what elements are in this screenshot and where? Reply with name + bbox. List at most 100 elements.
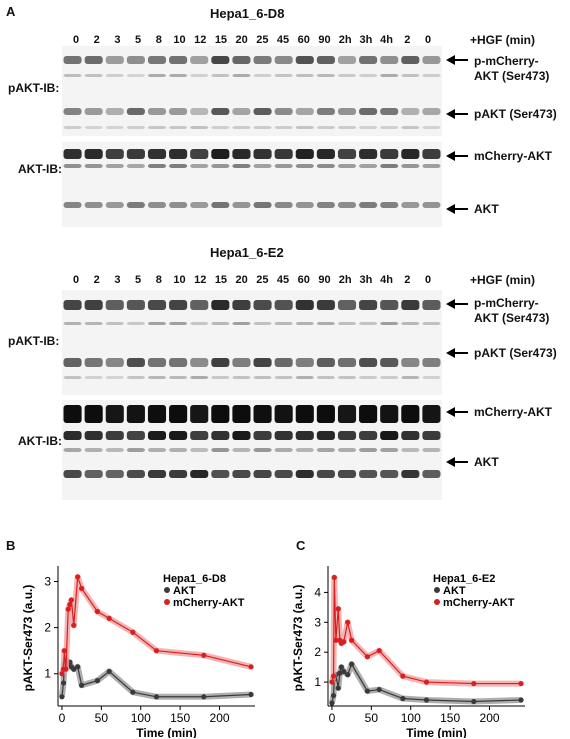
blot-band xyxy=(84,108,103,115)
blot-band xyxy=(422,322,441,325)
blot-band xyxy=(422,470,441,478)
blot-band xyxy=(147,448,167,452)
band-label-akt-d8: AKT xyxy=(474,202,499,216)
data-point-AKT xyxy=(94,678,100,684)
blot-band xyxy=(232,405,251,423)
data-point-mCherry-AKT xyxy=(364,654,370,660)
blot-band xyxy=(359,376,378,379)
data-point-mCherry-AKT xyxy=(518,680,524,687)
blot-band xyxy=(401,405,420,423)
blot-band xyxy=(126,431,145,440)
blot-band xyxy=(380,300,399,310)
blot-band xyxy=(380,74,399,77)
blot-band xyxy=(380,431,399,440)
lane-label: 3h xyxy=(359,34,373,46)
blot-band xyxy=(211,74,230,77)
series-band-mCherry-AKT xyxy=(329,574,522,687)
blot-band xyxy=(274,108,293,115)
blot-band xyxy=(211,164,230,168)
blot-background xyxy=(62,46,442,136)
blot-band xyxy=(274,376,293,379)
lane-label: 60 xyxy=(297,274,310,286)
blot-band xyxy=(84,322,103,325)
blot-band xyxy=(359,300,378,310)
data-point-mCherry-AKT xyxy=(201,652,207,658)
band-label-akt-e2: AKT xyxy=(474,455,499,469)
legend-entry: mCherry-AKT xyxy=(173,597,245,609)
lane-label: 2h xyxy=(338,34,352,46)
blot-band xyxy=(190,300,209,310)
data-point-mCherry-AKT xyxy=(79,585,85,592)
blot-band xyxy=(211,300,230,310)
blot-band xyxy=(126,74,145,77)
blot-band xyxy=(190,126,209,129)
blot-band xyxy=(126,300,145,310)
blot-band xyxy=(211,358,230,367)
blot-band xyxy=(211,149,230,159)
axes xyxy=(57,566,255,707)
blot-band xyxy=(147,108,167,115)
lane-label: 8 xyxy=(155,274,162,286)
lane-label: 2 xyxy=(404,274,411,286)
blot-band xyxy=(422,202,441,208)
x-axis-label: Time (min) xyxy=(406,726,466,738)
lane-label: 4h xyxy=(380,274,393,286)
data-point-mCherry-AKT xyxy=(130,629,136,635)
blot-band xyxy=(359,108,378,115)
blot-band xyxy=(169,376,188,379)
band-label-ser473-d8: AKT (Ser473) xyxy=(474,69,550,83)
band-label-p-mcherry-d8: p-mCherry- xyxy=(474,54,539,68)
blot-band xyxy=(316,202,335,208)
blot-band xyxy=(274,74,293,77)
blot-band xyxy=(337,448,357,452)
blot-band xyxy=(63,405,82,423)
lane-label: 4h xyxy=(380,34,393,46)
data-point-AKT xyxy=(345,672,351,678)
blot-band xyxy=(401,108,420,115)
ib-label-pakt-d8: pAKT-IB: xyxy=(8,81,60,95)
blot-band xyxy=(380,376,399,379)
blot-band xyxy=(147,300,167,310)
data-point-mCherry-AKT xyxy=(67,601,73,608)
blot-band xyxy=(232,448,251,452)
blot-band xyxy=(380,470,399,478)
blot-band xyxy=(232,202,251,208)
blot-band xyxy=(253,300,272,310)
data-point-mCherry-AKT xyxy=(63,666,69,672)
data-point-mCherry-AKT xyxy=(248,664,254,670)
x-tick-label: 50 xyxy=(95,711,109,725)
blot-band xyxy=(253,56,272,64)
blot-band xyxy=(337,358,357,367)
blot-band xyxy=(295,470,314,478)
blot-band xyxy=(169,202,188,208)
blot-band xyxy=(253,164,272,168)
data-point-AKT xyxy=(71,666,77,672)
lane-label: 0 xyxy=(424,274,432,286)
blot-band xyxy=(190,405,209,423)
data-point-AKT xyxy=(376,686,382,693)
blot-band xyxy=(295,431,314,440)
blot-band xyxy=(190,202,209,208)
blot-band xyxy=(253,322,272,325)
x-tick-label: 200 xyxy=(210,711,230,725)
lane-label: 60 xyxy=(297,34,310,46)
data-point-AKT xyxy=(106,668,112,675)
lane-label: 8 xyxy=(155,34,162,46)
blot-band xyxy=(126,126,145,129)
blot-band xyxy=(63,322,82,325)
blot-band xyxy=(63,300,82,310)
data-point-AKT xyxy=(349,661,355,667)
blot-band xyxy=(84,300,103,310)
blot-band xyxy=(359,448,378,452)
blot-band xyxy=(359,149,378,159)
data-point-AKT xyxy=(60,680,67,686)
data-point-AKT xyxy=(79,682,85,688)
lane-label: 2h xyxy=(338,274,352,286)
blot-band xyxy=(126,202,145,208)
blot-band xyxy=(359,164,378,168)
blot-band xyxy=(232,358,251,367)
blot-band xyxy=(232,108,251,115)
lane-label: 90 xyxy=(318,274,331,286)
blot-band xyxy=(84,56,103,64)
blot-band xyxy=(380,164,399,168)
